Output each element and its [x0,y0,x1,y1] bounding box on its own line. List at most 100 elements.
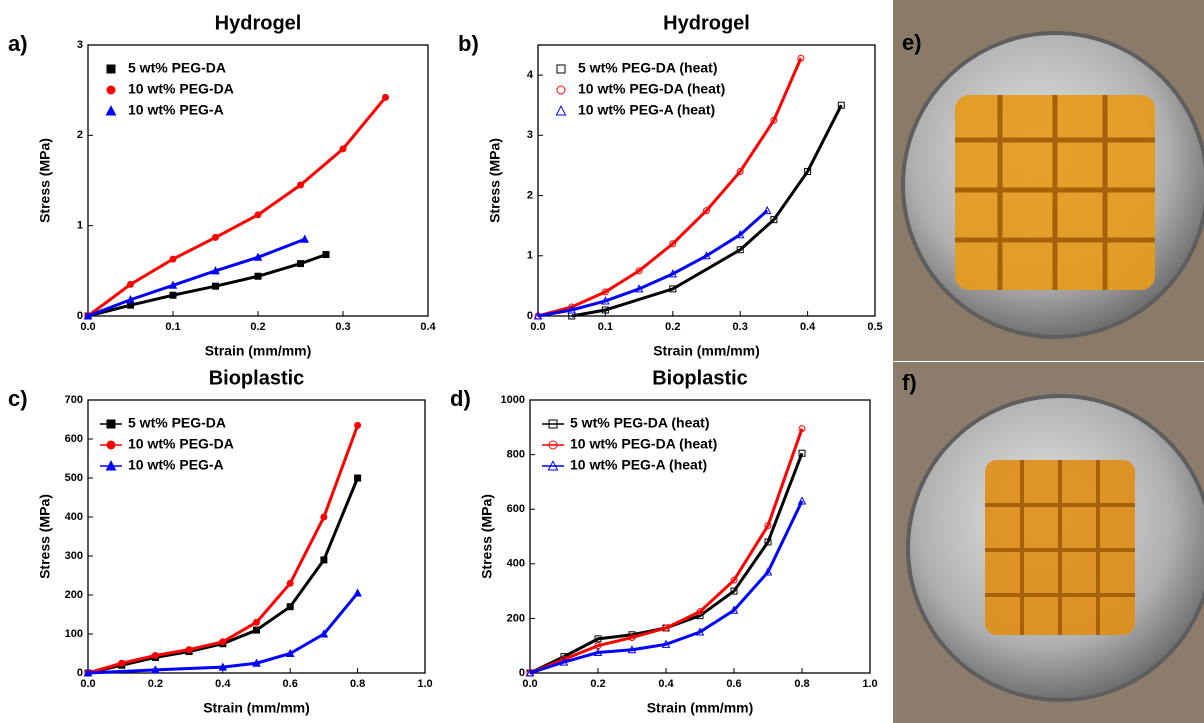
legend-label: 10 wt% PEG-DA [128,436,234,452]
panel-label: b) [458,31,479,56]
marker [255,273,261,279]
legend-marker [557,65,565,73]
y-tick-label: 2 [527,189,533,201]
legend-label: 10 wt% PEG-A [128,102,224,118]
legend-label: 5 wt% PEG-DA (heat) [570,415,710,431]
y-tick-label: 500 [65,472,83,484]
x-tick-label: 0.0 [80,321,95,333]
marker [170,256,176,262]
x-tick-label: 0.2 [148,678,163,690]
x-axis-label: Strain (mm/mm) [653,343,760,359]
x-tick-label: 0.5 [867,321,882,333]
y-tick-label: 4 [527,69,534,81]
x-tick-label: 1.0 [862,678,877,690]
x-tick-label: 1.0 [417,678,432,690]
x-tick-label: 0.2 [590,678,605,690]
marker [128,281,134,287]
legend-label: 10 wt% PEG-DA (heat) [578,81,725,97]
y-tick-label: 700 [65,394,83,406]
panel-label: c) [8,386,28,411]
marker [287,604,293,610]
legend-marker [107,441,115,449]
marker [355,475,361,481]
legend-label: 10 wt% PEG-DA [128,81,234,97]
x-tick-label: 0.1 [598,321,613,333]
legend-marker [557,86,565,94]
marker [355,422,361,428]
x-tick-label: 0.3 [733,321,748,333]
y-tick-label: 600 [507,503,525,515]
y-axis-label: Stress (MPa) [37,494,53,579]
legend-label: 5 wt% PEG-DA [128,60,226,76]
legend-label: 10 wt% PEG-A (heat) [578,102,715,118]
y-tick-label: 600 [65,433,83,445]
y-tick-label: 100 [65,628,83,640]
marker [323,252,329,258]
series-line [88,239,305,316]
marker [213,283,219,289]
marker [254,627,260,633]
chart-title: Hydrogel [663,12,750,34]
photo-e: e) [893,0,1204,361]
x-tick-label: 0.2 [665,321,680,333]
marker [254,619,260,625]
x-tick-label: 0.0 [530,321,545,333]
marker [321,514,327,520]
y-tick-label: 1 [77,220,83,232]
x-tick-label: 0.4 [215,678,231,690]
page: e) f) 0.00.10.20.30.40123Hydrogela)Strai… [0,0,1204,723]
x-axis-label: Strain (mm/mm) [647,700,754,716]
marker [213,234,219,240]
panel-label: d) [450,386,471,411]
x-axis-label: Strain (mm/mm) [203,700,310,716]
legend-marker [107,420,115,428]
series-line [538,211,767,316]
legend-label: 5 wt% PEG-DA (heat) [578,60,718,76]
panel-label: e) [902,30,922,55]
y-axis-label: Stress (MPa) [37,138,53,223]
legend-label: 10 wt% PEG-A (heat) [570,457,707,473]
panel-label: f) [902,370,917,395]
y-tick-label: 400 [65,511,83,523]
x-tick-label: 0.0 [522,678,537,690]
x-tick-label: 0.8 [794,678,809,690]
chart-title: Hydrogel [215,12,302,34]
y-tick-label: 1 [527,250,533,262]
series-line [88,255,326,316]
y-axis-label: Stress (MPa) [487,138,503,223]
marker [152,652,158,658]
x-tick-label: 0.4 [420,321,436,333]
y-tick-label: 2 [77,129,83,141]
photo-f: f) [893,362,1204,723]
y-tick-label: 3 [527,129,533,141]
y-tick-label: 1000 [501,394,525,406]
x-tick-label: 0.6 [283,678,298,690]
chart: 0.00.10.20.30.40.501234Hydrogelb)Strain … [458,12,883,358]
y-tick-label: 200 [507,612,525,624]
legend-label: 10 wt% PEG-A [128,457,224,473]
marker [119,660,125,666]
marker [321,557,327,563]
legend-label: 10 wt% PEG-DA (heat) [570,436,717,452]
legend-marker [107,65,115,73]
y-tick-label: 0 [77,667,83,679]
y-tick-label: 0 [519,667,525,679]
figure: e) f) 0.00.10.20.30.40123Hydrogela)Strai… [0,0,1204,723]
y-tick-label: 3 [77,39,83,51]
y-axis-label: Stress (MPa) [479,494,495,579]
x-tick-label: 0.0 [80,678,95,690]
y-tick-label: 300 [65,550,83,562]
chart-title: Bioplastic [652,367,748,389]
y-tick-label: 0 [77,310,83,322]
x-tick-label: 0.1 [165,321,180,333]
marker [340,146,346,152]
legend-label: 5 wt% PEG-DA [128,415,226,431]
marker [287,580,293,586]
marker [170,292,176,298]
marker [298,182,304,188]
y-tick-label: 0 [527,310,533,322]
marker [383,94,389,100]
x-tick-label: 0.2 [250,321,265,333]
